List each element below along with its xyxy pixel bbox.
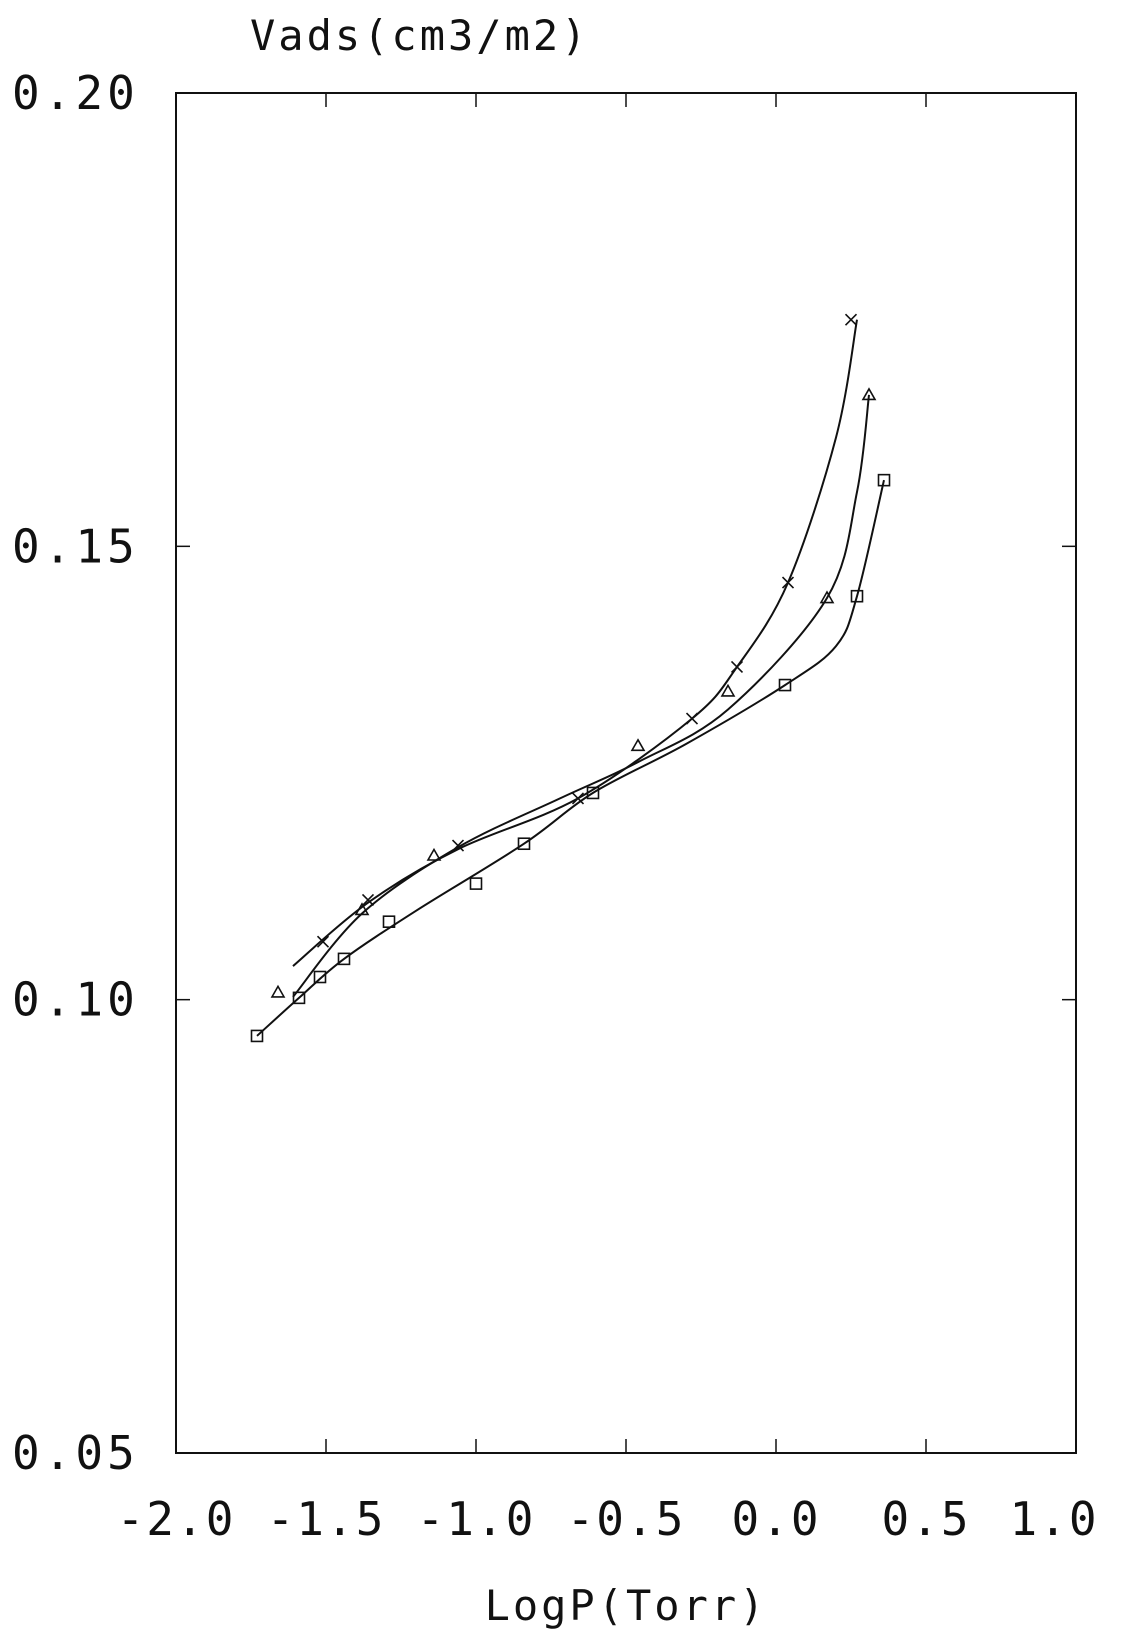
data-point-x: [316, 935, 330, 948]
fitted-curves: [256, 319, 885, 1037]
series-curve-3: [256, 479, 885, 1037]
series-curve-2: [292, 394, 870, 998]
x-tick-label: -2.0: [117, 1492, 236, 1546]
data-point-triangle: [630, 738, 646, 752]
data-point-square: [250, 1029, 264, 1043]
data-point-x: [571, 792, 585, 805]
y-tick-label: 0.20: [12, 66, 139, 120]
data-point-triangle: [354, 902, 370, 916]
data-point-triangle: [720, 683, 736, 697]
data-point-triangle: [270, 984, 286, 998]
data-point-square: [517, 837, 531, 851]
data-point-x: [685, 712, 699, 725]
data-point-x: [844, 313, 858, 326]
x-tick-label: -1.5: [267, 1492, 386, 1546]
data-point-x: [730, 660, 744, 673]
y-tick-label: 0.05: [12, 1426, 139, 1480]
series-curve-1: [292, 319, 858, 967]
data-point-triangle: [819, 590, 835, 604]
plot-frame: [175, 92, 1077, 1454]
data-point-square: [877, 473, 891, 487]
x-tick-label: 0.0: [731, 1492, 820, 1546]
x-tick-label: 0.5: [881, 1492, 970, 1546]
data-point-x: [451, 839, 465, 852]
y-axis-title: Vads(cm3/m2): [250, 11, 589, 60]
data-point-x: [361, 893, 375, 906]
y-tick-labels: 0.05 0.10 0.15 0.20: [12, 66, 139, 1480]
data-point-square: [292, 991, 306, 1005]
data-point-x: [781, 576, 795, 589]
data-point-square: [778, 678, 792, 692]
y-tick-label: 0.10: [12, 973, 139, 1027]
x-tick-label: -1.0: [417, 1492, 536, 1546]
data-point-square: [382, 915, 396, 928]
data-markers: [250, 313, 891, 1043]
x-axis-title: LogP(Torr): [485, 1581, 768, 1630]
x-tick-label: 1.0: [1009, 1492, 1098, 1546]
data-point-triangle: [426, 847, 442, 861]
data-point-square: [337, 952, 351, 966]
axis-ticks: [175, 92, 1077, 1454]
data-point-square: [469, 877, 483, 890]
x-tick-label: -0.5: [567, 1492, 686, 1546]
data-point-square: [850, 589, 864, 603]
data-point-triangle: [861, 387, 877, 401]
data-point-square: [313, 970, 327, 984]
y-tick-label: 0.15: [12, 519, 139, 573]
data-point-square: [586, 786, 600, 800]
x-tick-labels: -2.0 -1.5 -1.0 -0.5 0.0 0.5 1.0: [117, 1492, 1098, 1546]
